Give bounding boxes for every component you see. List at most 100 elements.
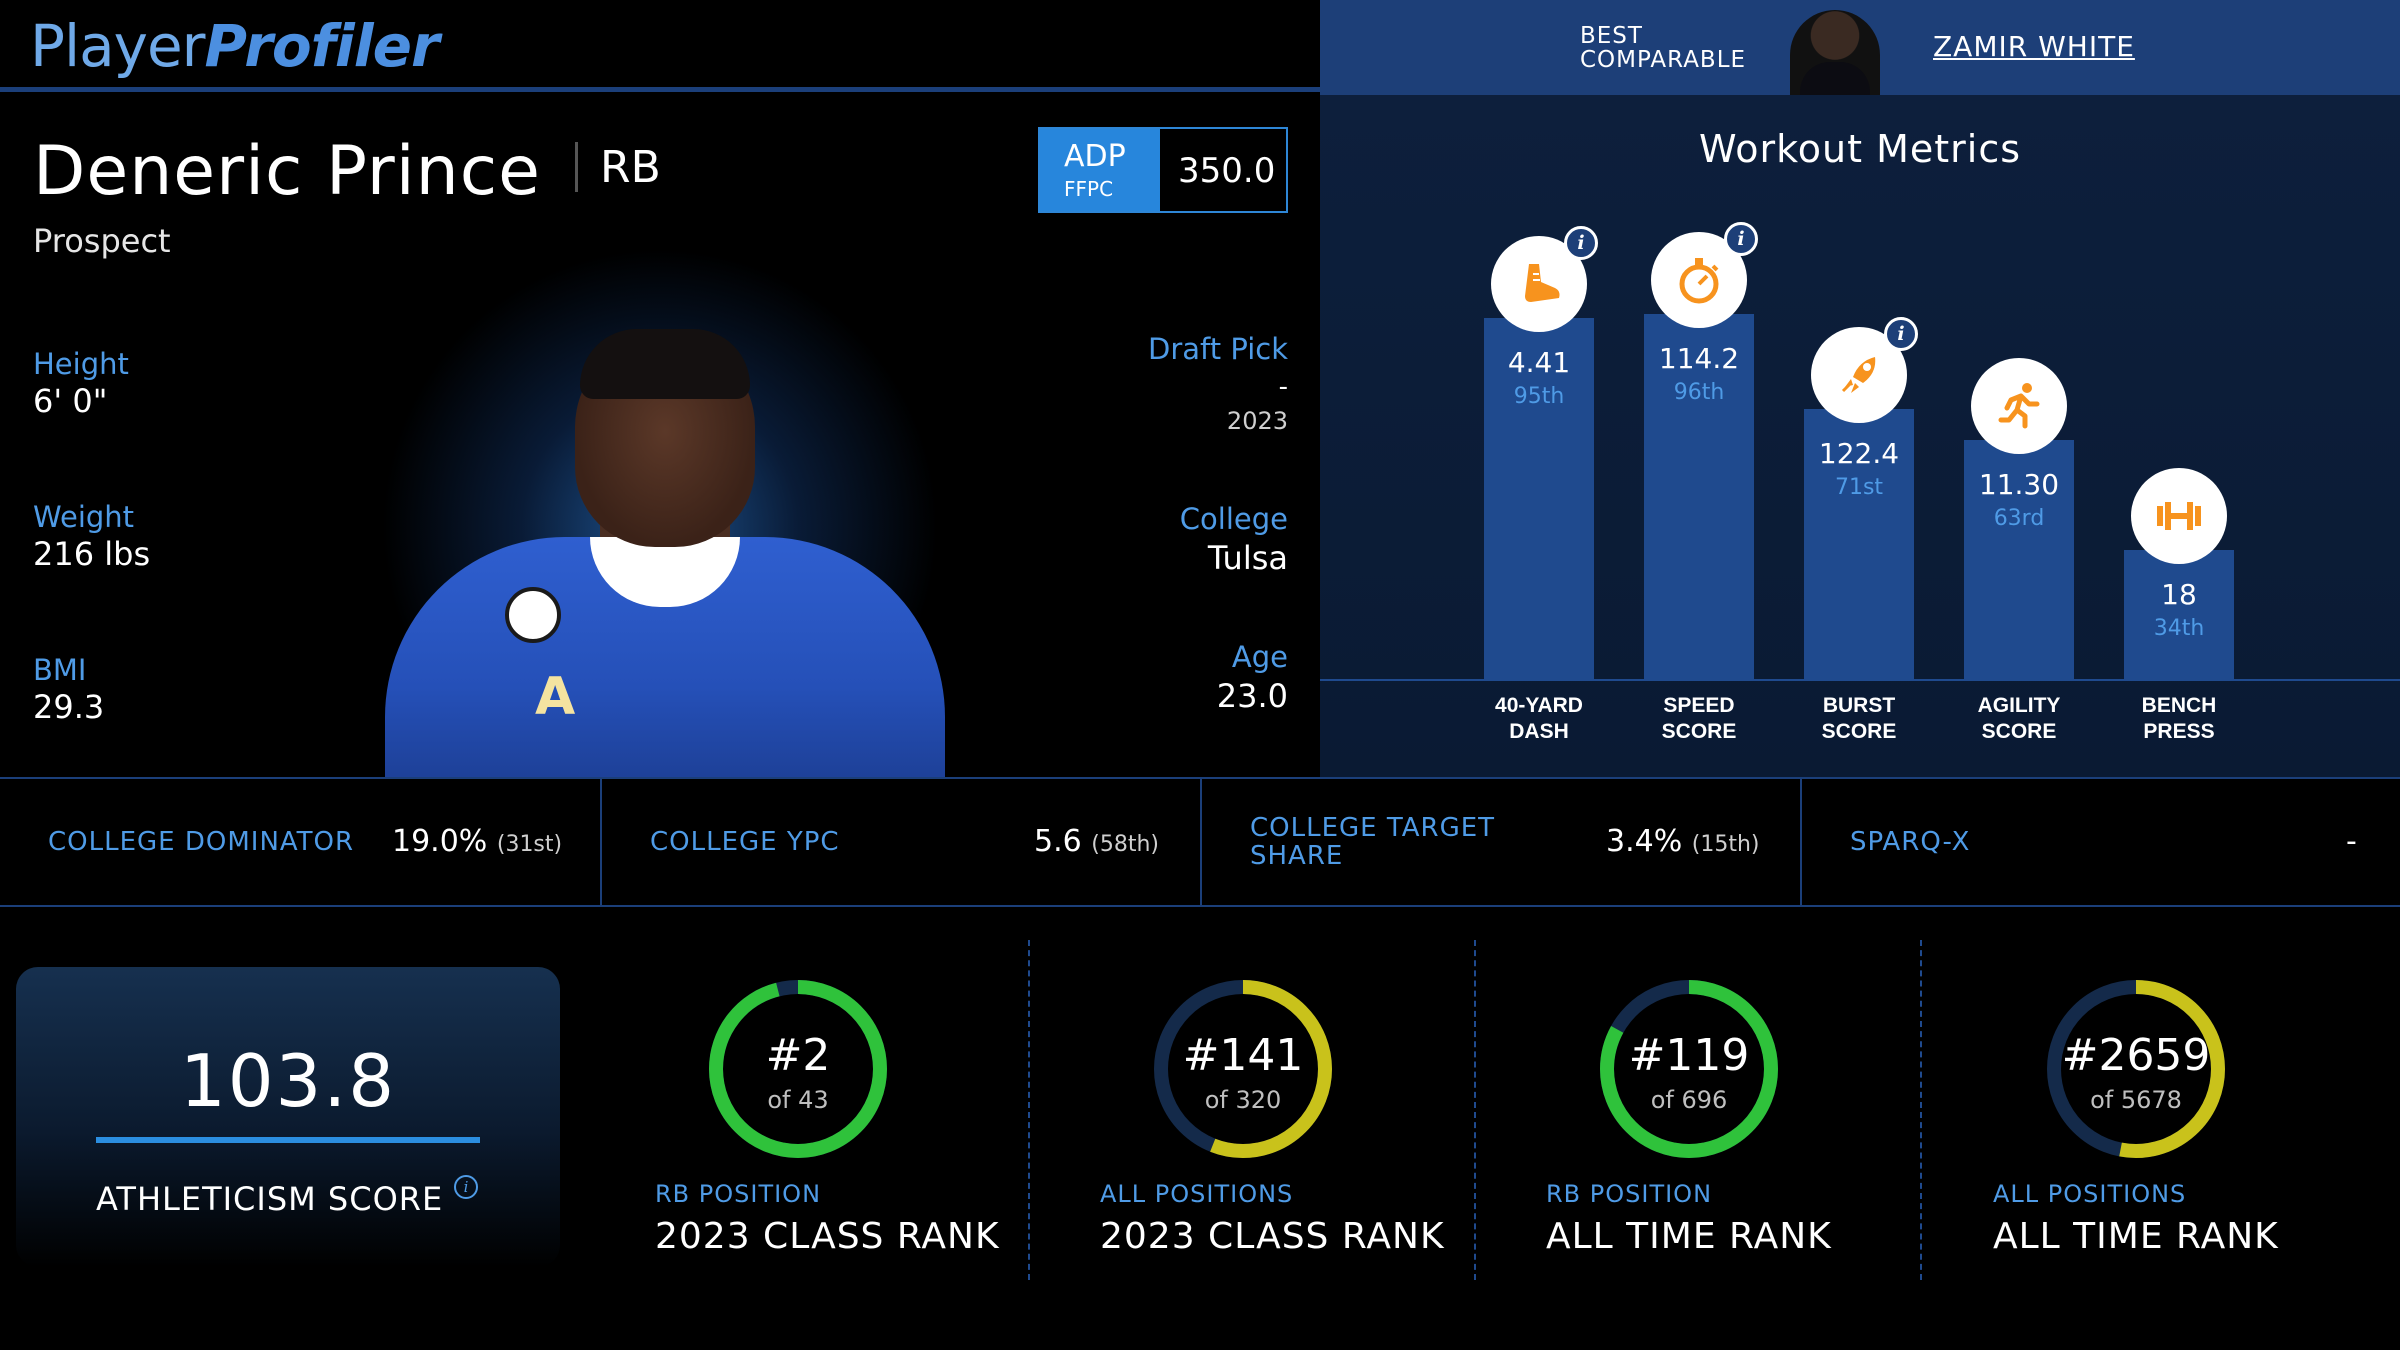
- rank-of-total: of 5678: [2090, 1086, 2182, 1114]
- workout-label: 40-YARD DASH: [1469, 693, 1609, 745]
- rank-title: 2023 CLASS RANK: [1100, 1216, 1445, 1257]
- info-icon[interactable]: i: [454, 1175, 478, 1199]
- rank-subtitle: ALL POSITIONS: [1100, 1180, 1294, 1208]
- draft-year: 2023: [1226, 407, 1288, 435]
- workout-label: SPEED SCORE: [1629, 693, 1769, 745]
- rank-ring-fill: [1154, 980, 1332, 1158]
- stat-value-number: 19.0%: [392, 824, 488, 859]
- stat-value-number: 3.4%: [1606, 824, 1683, 859]
- workout-label-line2: PRESS: [2143, 720, 2215, 743]
- workout-label-line1: 40-YARD: [1495, 694, 1583, 717]
- player-panel: Deneric Prince RB Prospect ADP FFPC 350.…: [0, 97, 1320, 777]
- info-icon[interactable]: i: [1564, 226, 1598, 260]
- workout-label-line1: AGILITY: [1977, 694, 2061, 717]
- stat-label: SPARQ-X: [1850, 827, 1971, 857]
- stat-sparq-x: SPARQ-X -: [1800, 779, 2400, 905]
- comparable-player-photo: [1790, 10, 1880, 95]
- college-value: Tulsa: [1207, 539, 1288, 577]
- rank-ring: [1600, 980, 1778, 1158]
- workout-metrics-panel: Workout Metrics i 4.41 95th 40-YARD DASH i 114…: [1320, 95, 2400, 777]
- stat-rank: (15th): [1691, 832, 1760, 857]
- workout-label-line1: BURST: [1822, 694, 1896, 717]
- rank-ring: [2047, 980, 2225, 1158]
- player-name: Deneric Prince: [33, 132, 541, 211]
- rank-of-total: of 696: [1650, 1086, 1728, 1114]
- bmi-label: BMI: [33, 653, 87, 687]
- adp-badge[interactable]: ADP FFPC 350.0: [1038, 127, 1288, 213]
- height-label: Height: [33, 347, 129, 381]
- workout-bar: [1484, 318, 1594, 679]
- adp-label: ADP: [1064, 139, 1126, 174]
- rank-card: #2659 of 5678 ALL POSITIONS ALL TIME RANK: [1923, 940, 2369, 1280]
- rank-of-total: of 320: [1204, 1086, 1282, 1114]
- stat-value: 5.6 (58th): [1034, 824, 1159, 859]
- logo-text-player: Player: [30, 12, 205, 80]
- workout-value: 4.41: [1507, 346, 1571, 379]
- adp-label-box: ADP FFPC: [1040, 129, 1160, 211]
- stat-rank: (31st): [496, 832, 563, 857]
- workout-value: 114.2: [1658, 342, 1740, 375]
- workout-percentile: 95th: [1513, 384, 1565, 409]
- workout-label: BURST SCORE: [1789, 693, 1929, 745]
- stat-rank: (58th): [1091, 832, 1159, 857]
- rank-subtitle: RB POSITION: [655, 1180, 822, 1208]
- position-divider: [575, 142, 578, 192]
- rank-subtitle: RB POSITION: [1546, 1180, 1713, 1208]
- stat-label: COLLEGE DOMINATOR: [48, 827, 355, 857]
- workout-percentile: 96th: [1673, 380, 1725, 405]
- workout-bar: [1644, 314, 1754, 679]
- dumbbell-icon: [2131, 468, 2227, 564]
- athleticism-score: 103.8: [179, 1039, 397, 1123]
- workout-label: BENCH PRESS: [2109, 693, 2249, 745]
- rank-ring: [709, 980, 887, 1158]
- stat-value: 19.0% (31st): [392, 824, 562, 859]
- info-icon[interactable]: i: [1724, 222, 1758, 256]
- best-comparable-bar: BEST COMPARABLE ZAMIR WHITE: [1320, 0, 2400, 95]
- best-comparable-label-line1: BEST: [1580, 23, 1643, 49]
- rank-ring-fill: [709, 980, 887, 1158]
- stat-value: 3.4% (15th): [1606, 824, 1760, 859]
- workout-label-line2: SCORE: [1661, 720, 1737, 743]
- rank-divider: [1920, 940, 1922, 1280]
- best-comparable-label: BEST COMPARABLE: [1580, 24, 1746, 72]
- player-photo: A: [375, 329, 955, 777]
- rank-number: #141: [1182, 1030, 1304, 1081]
- bmi-value: 29.3: [33, 688, 105, 726]
- workout-bar: [1964, 440, 2074, 679]
- rank-number: #2659: [2061, 1030, 2211, 1081]
- runner-icon: [1971, 358, 2067, 454]
- best-comparable-label-line2: COMPARABLE: [1580, 47, 1747, 73]
- stat-college-dominator: COLLEGE DOMINATOR 19.0% (31st): [0, 779, 600, 905]
- info-icon[interactable]: i: [1884, 317, 1918, 351]
- logo-bar: PlayerProfiler: [0, 0, 1320, 92]
- draft-pick-value: -: [1278, 372, 1288, 402]
- stat-college-ypc: COLLEGE YPC 5.6 (58th): [600, 779, 1200, 905]
- age-label: Age: [1231, 640, 1288, 674]
- rank-card: #141 of 320 ALL POSITIONS 2023 CLASS RANK: [1030, 940, 1476, 1280]
- comparable-player-link[interactable]: ZAMIR WHITE: [1933, 30, 2135, 63]
- workout-label-line2: DASH: [1509, 720, 1569, 743]
- stat-label-line1: COLLEGE TARGET: [1250, 813, 1496, 843]
- age-value: 23.0: [1216, 677, 1288, 715]
- workout-label-line2: SCORE: [1821, 720, 1897, 743]
- college-stats-strip: COLLEGE DOMINATOR 19.0% (31st) COLLEGE Y…: [0, 777, 2400, 907]
- adp-source: FFPC: [1064, 177, 1114, 201]
- jersey-letter: A: [535, 667, 576, 727]
- workout-bar: [1804, 409, 1914, 679]
- rank-subtitle: ALL POSITIONS: [1993, 1180, 2187, 1208]
- player-hair: [580, 329, 750, 399]
- player-status: Prospect: [33, 222, 171, 260]
- adp-value: 350.0: [1178, 151, 1276, 191]
- stat-college-target-share: COLLEGE TARGET SHARE 3.4% (15th): [1200, 779, 1800, 905]
- rank-divider: [1028, 940, 1030, 1280]
- workout-value: 122.4: [1818, 437, 1900, 470]
- rank-title: 2023 CLASS RANK: [655, 1216, 1000, 1257]
- rank-number: #119: [1628, 1030, 1750, 1081]
- site-logo[interactable]: PlayerProfiler: [30, 12, 440, 80]
- workout-value: 18: [2161, 578, 2197, 611]
- stat-value: -: [2346, 824, 2357, 859]
- weight-label: Weight: [33, 500, 135, 534]
- rank-of-total: of 43: [767, 1086, 829, 1114]
- rank-ring-fill: [1600, 980, 1778, 1158]
- stat-label: COLLEGE TARGET SHARE: [1250, 814, 1495, 870]
